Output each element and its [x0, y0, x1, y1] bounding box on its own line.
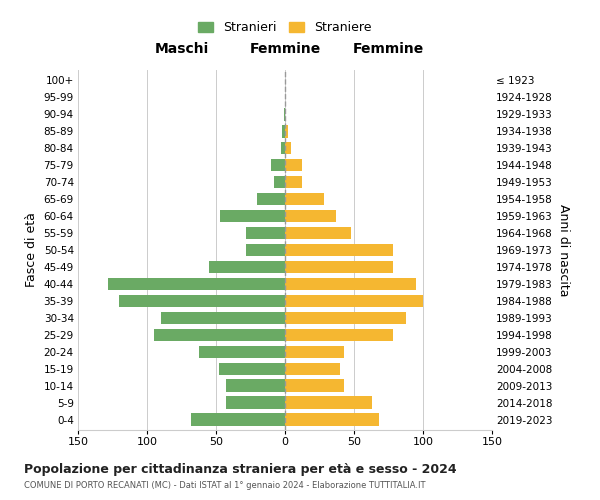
Bar [285, 142, 290, 154]
Bar [285, 226, 351, 239]
Bar [282, 125, 285, 138]
Bar [281, 142, 285, 154]
Bar [285, 312, 406, 324]
Bar [285, 294, 423, 308]
Bar [285, 260, 392, 274]
Legend: Stranieri, Straniere: Stranieri, Straniere [193, 16, 377, 39]
Bar [257, 192, 285, 205]
Bar [161, 312, 285, 324]
Bar [285, 380, 344, 392]
Text: COMUNE DI PORTO RECANATI (MC) - Dati ISTAT al 1° gennaio 2024 - Elaborazione TUT: COMUNE DI PORTO RECANATI (MC) - Dati IST… [24, 481, 425, 490]
Bar [285, 244, 392, 256]
Bar [285, 210, 336, 222]
Bar [285, 278, 416, 290]
Text: Femmine: Femmine [250, 42, 320, 56]
Bar [271, 158, 285, 172]
Bar [285, 414, 379, 426]
Bar [285, 125, 288, 138]
Bar [191, 414, 285, 426]
Bar [247, 226, 285, 239]
Bar [285, 192, 323, 205]
Bar [226, 380, 285, 392]
Bar [154, 328, 285, 342]
Bar [285, 328, 392, 342]
Bar [209, 260, 285, 274]
Bar [285, 158, 302, 172]
Y-axis label: Fasce di età: Fasce di età [25, 212, 38, 288]
Bar [285, 176, 302, 188]
Bar [285, 362, 340, 375]
Bar [119, 294, 285, 308]
Bar [285, 396, 372, 409]
Bar [274, 176, 285, 188]
Bar [199, 346, 285, 358]
Text: Maschi: Maschi [154, 42, 209, 56]
Bar [219, 362, 285, 375]
Bar [109, 278, 285, 290]
Text: Popolazione per cittadinanza straniera per età e sesso - 2024: Popolazione per cittadinanza straniera p… [24, 462, 457, 475]
Bar [247, 244, 285, 256]
Bar [285, 346, 344, 358]
Bar [220, 210, 285, 222]
Y-axis label: Anni di nascita: Anni di nascita [557, 204, 569, 296]
Bar [226, 396, 285, 409]
Text: Femmine: Femmine [353, 42, 424, 56]
Bar [284, 108, 285, 120]
